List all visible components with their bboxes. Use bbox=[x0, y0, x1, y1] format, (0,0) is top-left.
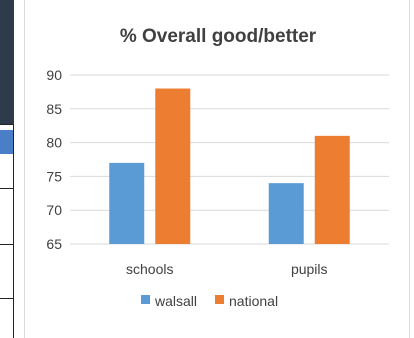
legend: walsall national bbox=[141, 293, 278, 309]
left-edge bbox=[13, 124, 14, 338]
legend-label: national bbox=[229, 293, 278, 309]
y-tick-label: 65 bbox=[46, 236, 62, 252]
bar-national-pupils bbox=[314, 135, 350, 244]
category-label: pupils bbox=[291, 261, 328, 277]
category-label: schools bbox=[126, 261, 173, 277]
category-labels: schools pupils bbox=[126, 261, 328, 277]
left-divider bbox=[0, 188, 14, 189]
left-divider bbox=[0, 298, 14, 299]
y-axis-ticks: 65 70 75 80 85 90 bbox=[46, 67, 62, 252]
y-tick-label: 90 bbox=[46, 67, 62, 83]
legend-swatch-national bbox=[215, 295, 225, 304]
chart-title: % Overall good/better bbox=[120, 26, 317, 47]
y-tick-label: 75 bbox=[46, 168, 62, 184]
left-panel bbox=[0, 0, 14, 338]
bars bbox=[109, 88, 350, 245]
bar-walsall-schools bbox=[109, 162, 145, 244]
y-tick-label: 80 bbox=[46, 135, 62, 151]
left-divider bbox=[0, 124, 14, 125]
legend-label: walsall bbox=[154, 293, 197, 309]
y-tick-label: 85 bbox=[46, 101, 62, 117]
legend-swatch-walsall bbox=[141, 295, 150, 304]
left-selected-row[interactable] bbox=[0, 130, 14, 154]
left-divider bbox=[0, 244, 14, 245]
chart-frame: % Overall good/better 65 70 75 80 85 90 schoo… bbox=[24, 0, 410, 338]
left-dark-header bbox=[0, 0, 14, 124]
bar-national-schools bbox=[155, 88, 191, 245]
bar-walsall-pupils bbox=[268, 183, 304, 244]
y-tick-label: 70 bbox=[46, 202, 62, 218]
bar-chart: % Overall good/better 65 70 75 80 85 90 schoo… bbox=[46, 26, 389, 309]
